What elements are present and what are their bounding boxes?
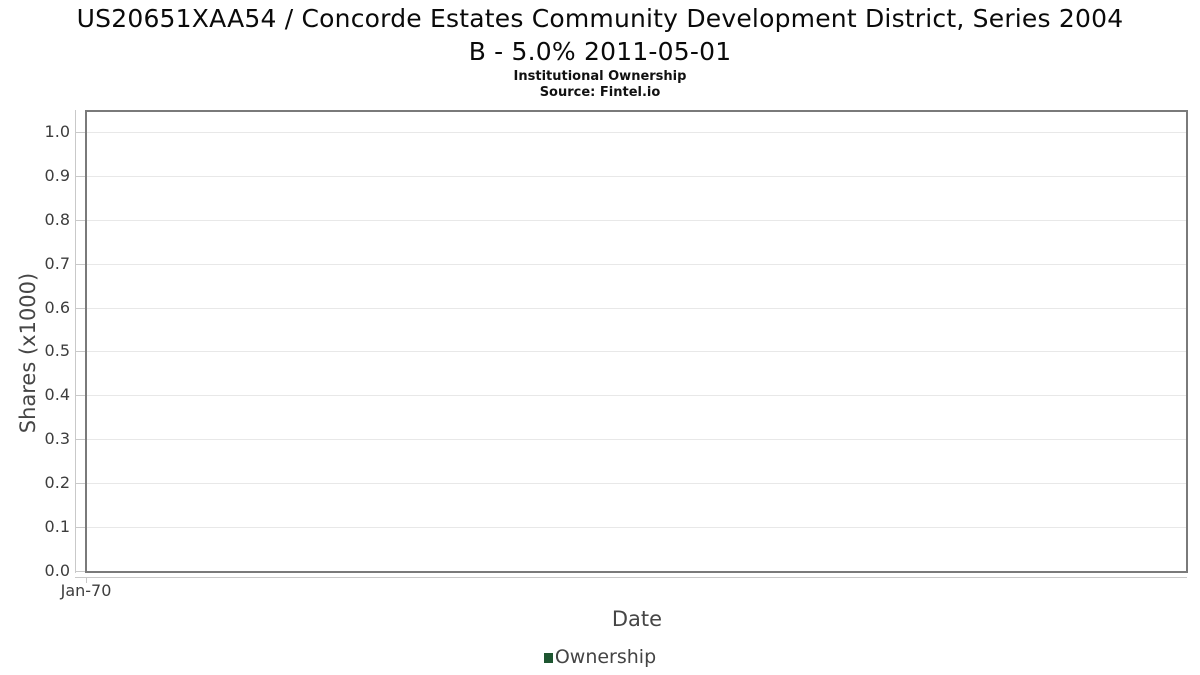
y-tick-label: 0.7 xyxy=(44,254,70,273)
x-axis-label: Date xyxy=(611,607,663,631)
y-tick-label: 0.1 xyxy=(44,517,70,536)
y-tick-mark xyxy=(75,132,85,133)
y-tick-mark xyxy=(75,527,85,528)
legend-swatch-icon xyxy=(543,652,553,663)
gridline xyxy=(87,395,1186,396)
legend-item-ownership[interactable]: Ownership xyxy=(543,646,657,668)
legend: Ownership xyxy=(0,646,1200,668)
gridline xyxy=(87,220,1186,221)
gridline xyxy=(87,527,1186,528)
y-tick-label: 1.0 xyxy=(44,122,70,141)
gridline xyxy=(87,264,1186,265)
y-tick-mark xyxy=(75,351,85,352)
gridline xyxy=(87,351,1186,352)
y-tick-label: 0.9 xyxy=(44,166,70,185)
y-tick-mark xyxy=(75,483,85,484)
plot-area xyxy=(85,110,1188,573)
y-tick-mark xyxy=(75,439,85,440)
x-tick-mark xyxy=(86,577,87,583)
y-tick-label: 0.5 xyxy=(44,341,70,360)
y-tick-mark xyxy=(75,264,85,265)
y-tick-mark xyxy=(75,395,85,396)
y-tick-label: 0.2 xyxy=(44,473,70,492)
y-tick-mark xyxy=(75,571,85,572)
y-tick-label: 0.0 xyxy=(44,561,70,580)
gridline xyxy=(87,483,1186,484)
x-tick-label: Jan-70 xyxy=(60,581,112,600)
y-tick-mark xyxy=(75,220,85,221)
y-tick-label: 0.8 xyxy=(44,210,70,229)
legend-label: Ownership xyxy=(554,646,657,668)
y-tick-label: 0.4 xyxy=(44,385,70,404)
chart-title-line2: B - 5.0% 2011-05-01 xyxy=(468,37,732,66)
y-tick-label: 0.6 xyxy=(44,298,70,317)
source-label: Source: Fintel.io xyxy=(539,85,661,100)
y-tick-label: 0.3 xyxy=(44,429,70,448)
chart-title-line1: US20651XAA54 / Concorde Estates Communit… xyxy=(76,4,1124,33)
x-axis-line xyxy=(75,577,1187,578)
y-tick-mark xyxy=(75,176,85,177)
chart-subtitle: Institutional Ownership xyxy=(513,69,687,84)
y-tick-mark xyxy=(75,308,85,309)
chart-title: US20651XAA54 / Concorde Estates Communit… xyxy=(0,2,1200,68)
gridline xyxy=(87,439,1186,440)
y-axis-line xyxy=(75,110,76,573)
gridline xyxy=(87,176,1186,177)
gridline xyxy=(87,132,1186,133)
gridline xyxy=(87,308,1186,309)
